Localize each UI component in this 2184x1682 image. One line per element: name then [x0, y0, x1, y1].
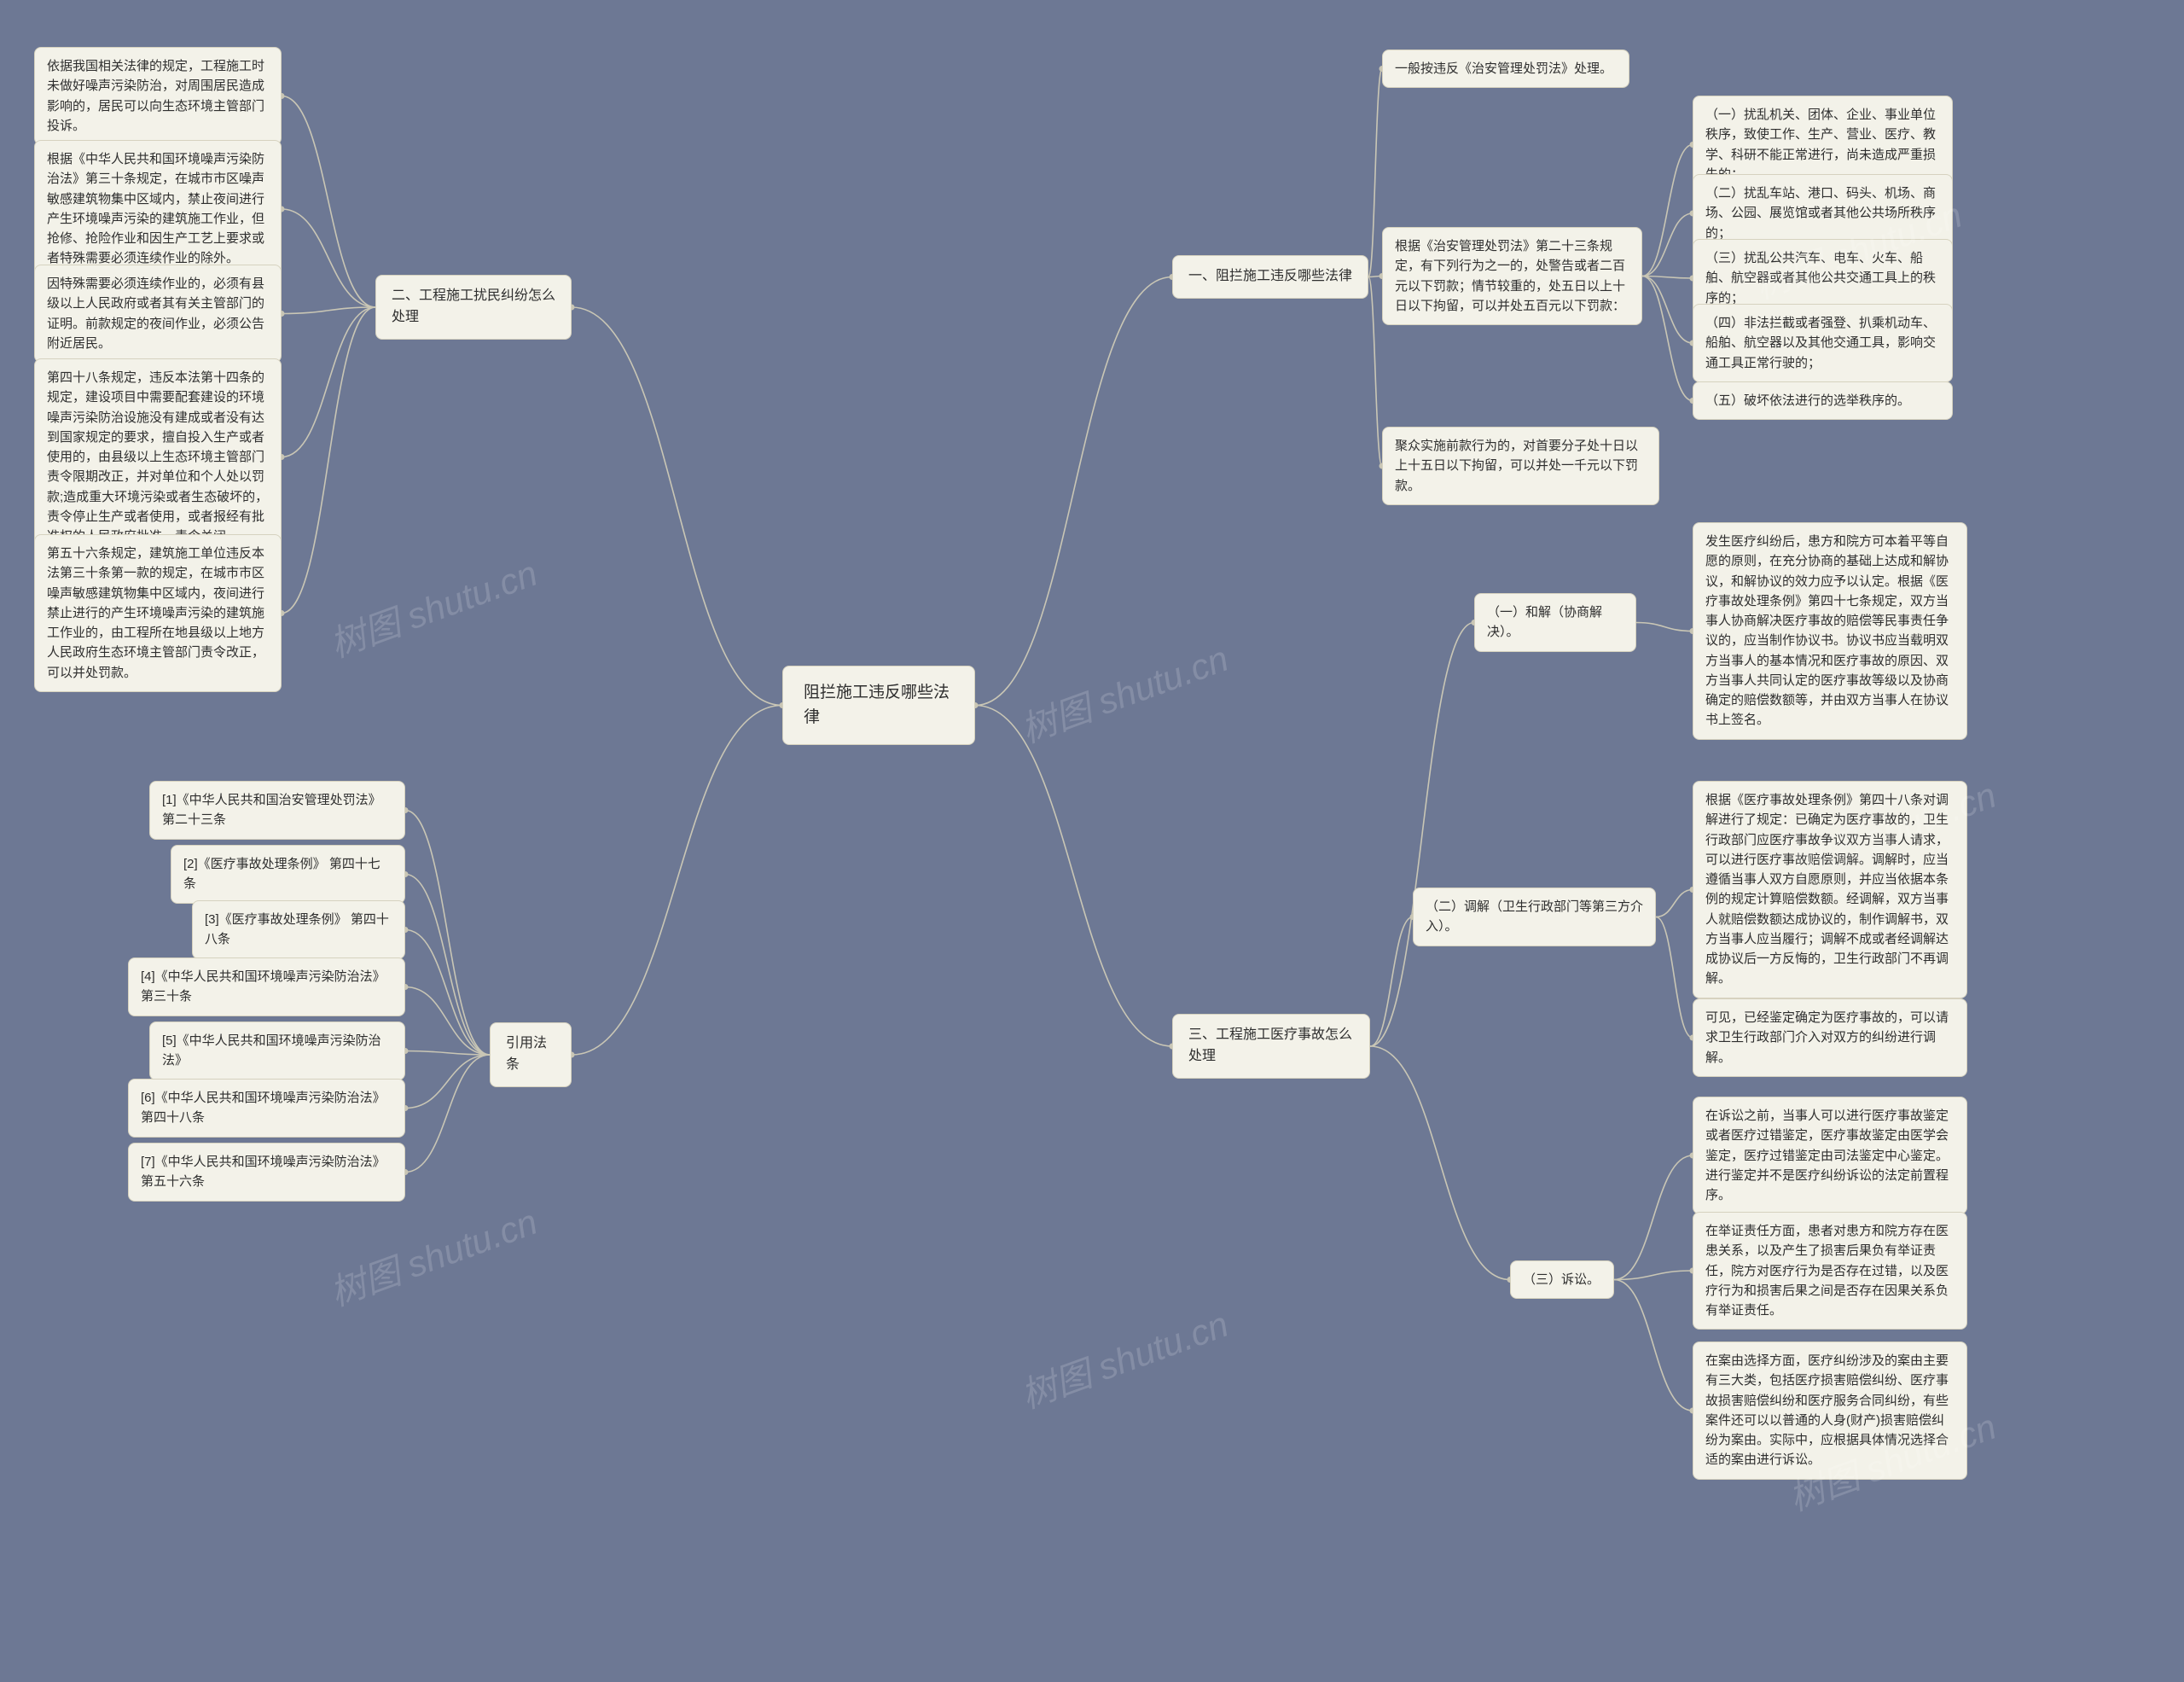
mindmap-node[interactable]: [7]《中华人民共和国环境噪声污染防治法》 第五十六条	[128, 1143, 405, 1202]
mindmap-node[interactable]: （四）非法拦截或者强登、扒乘机动车、船舶、航空器以及其他交通工具，影响交通工具正…	[1693, 304, 1953, 382]
mindmap-node[interactable]: 三、工程施工医疗事故怎么处理	[1172, 1014, 1370, 1079]
mindmap-node[interactable]: 在诉讼之前，当事人可以进行医疗事故鉴定或者医疗过错鉴定，医疗事故鉴定由医学会鉴定…	[1693, 1097, 1967, 1214]
mindmap-node[interactable]: 可见，已经鉴定确定为医疗事故的，可以请求卫生行政部门介入对双方的纠纷进行调解。	[1693, 998, 1967, 1077]
mindmap-node[interactable]: [2]《医疗事故处理条例》 第四十七条	[171, 845, 405, 904]
mindmap-node[interactable]: 依据我国相关法律的规定，工程施工时未做好噪声污染防治，对周围居民造成影响的，居民…	[34, 47, 282, 145]
mindmap-node[interactable]: 聚众实施前款行为的，对首要分子处十日以上十五日以下拘留，可以并处一千元以下罚款。	[1382, 427, 1659, 505]
mindmap-node[interactable]: 根据《医疗事故处理条例》第四十八条对调解进行了规定：已确定为医疗事故的，卫生行政…	[1693, 781, 1967, 998]
mindmap-node[interactable]: 二、工程施工扰民纠纷怎么处理	[375, 275, 572, 340]
mindmap-node[interactable]: [1]《中华人民共和国治安管理处罚法》 第二十三条	[149, 781, 405, 840]
mindmap-node[interactable]: 发生医疗纠纷后，患方和院方可本着平等自愿的原则，在充分协商的基础上达成和解协议，…	[1693, 522, 1967, 740]
mindmap-node[interactable]: （一）和解（协商解决）。	[1474, 593, 1636, 652]
mindmap-node[interactable]: [6]《中华人民共和国环境噪声污染防治法》 第四十八条	[128, 1079, 405, 1138]
mindmap-node[interactable]: 一般按违反《治安管理处罚法》处理。	[1382, 49, 1629, 88]
watermark: 树图 shutu.cn	[1013, 1295, 1234, 1418]
root-node[interactable]: 阻拦施工违反哪些法律	[782, 666, 975, 745]
mindmap-node[interactable]: [5]《中华人民共和国环境噪声污染防治法》	[149, 1021, 405, 1080]
watermark: 树图 shutu.cn	[322, 1193, 543, 1316]
mindmap-node[interactable]: [3]《医疗事故处理条例》 第四十八条	[192, 900, 405, 959]
mindmap-node[interactable]: [4]《中华人民共和国环境噪声污染防治法》 第三十条	[128, 957, 405, 1016]
mindmap-node[interactable]: （二）调解（卫生行政部门等第三方介入）。	[1413, 888, 1656, 946]
mindmap-node[interactable]: （三）诉讼。	[1510, 1260, 1614, 1299]
watermark: 树图 shutu.cn	[1013, 630, 1234, 753]
mindmap-node[interactable]: 在举证责任方面，患者对患方和院方存在医患关系，以及产生了损害后果负有举证责任，院…	[1693, 1212, 1967, 1330]
watermark: 树图 shutu.cn	[322, 544, 543, 667]
mindmap-node[interactable]: 引用法条	[490, 1022, 572, 1087]
mindmap-node[interactable]: （五）破坏依法进行的选举秩序的。	[1693, 381, 1953, 420]
mindmap-node[interactable]: 因特殊需要必须连续作业的，必须有县级以上人民政府或者其有关主管部门的证明。前款规…	[34, 265, 282, 363]
mindmap-node[interactable]: 第四十八条规定，违反本法第十四条的规定，建设项目中需要配套建设的环境噪声污染防治…	[34, 358, 282, 556]
mindmap-node[interactable]: 第五十六条规定，建筑施工单位违反本法第三十条第一款的规定，在城市市区噪声敏感建筑…	[34, 534, 282, 692]
mindmap-node[interactable]: 在案由选择方面，医疗纠纷涉及的案由主要有三大类，包括医疗损害赔偿纠纷、医疗事故损…	[1693, 1342, 1967, 1480]
mindmap-node[interactable]: 根据《中华人民共和国环境噪声污染防治法》第三十条规定，在城市市区噪声敏感建筑物集…	[34, 140, 282, 278]
mindmap-node[interactable]: 一、阻拦施工违反哪些法律	[1172, 255, 1368, 299]
mindmap-node[interactable]: 根据《治安管理处罚法》第二十三条规定，有下列行为之一的，处警告或者二百元以下罚款…	[1382, 227, 1642, 325]
